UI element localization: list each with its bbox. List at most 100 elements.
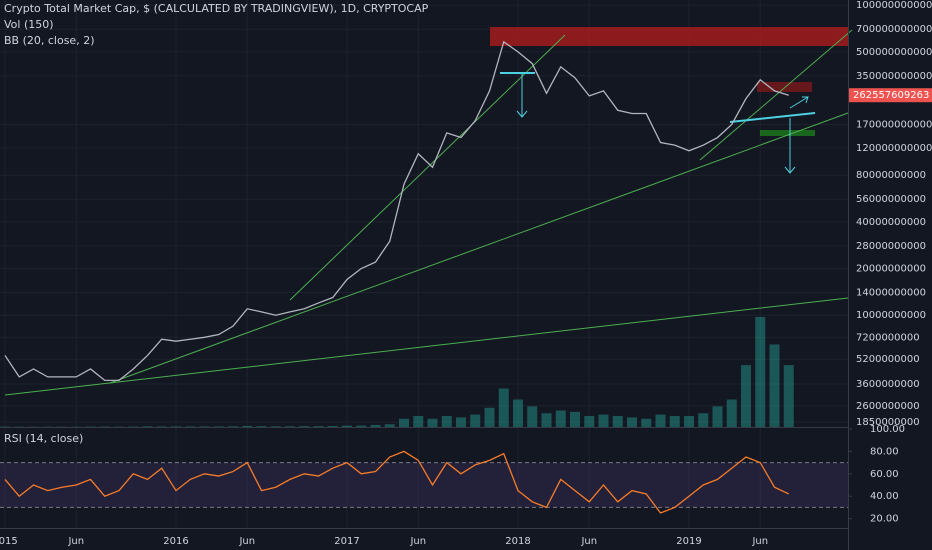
last-value-box bbox=[849, 88, 932, 103]
volume-bar bbox=[456, 417, 466, 427]
volume-bar bbox=[541, 413, 552, 427]
support-zone bbox=[760, 130, 815, 136]
resistance-zone bbox=[490, 27, 848, 46]
y-tick-label: 3600000000 bbox=[856, 379, 920, 390]
y-tick-label: 700000000000 bbox=[856, 24, 932, 35]
trendline bbox=[109, 112, 849, 384]
volume-bar bbox=[156, 426, 167, 427]
volume-bar bbox=[470, 414, 481, 427]
volume-bar bbox=[712, 406, 723, 427]
volume-bar bbox=[513, 399, 523, 427]
y-tick-label: 28000000000 bbox=[856, 241, 926, 252]
series-line bbox=[4, 40, 789, 381]
y-tick-label: 56000000000 bbox=[856, 194, 926, 205]
volume-bar bbox=[641, 418, 652, 427]
volume-bar bbox=[327, 426, 338, 427]
y-tick-label: 14000000000 bbox=[856, 288, 926, 299]
volume-bar bbox=[755, 317, 766, 427]
drawings bbox=[4, 27, 853, 396]
last-value-label: 262557609263 bbox=[853, 90, 929, 101]
volume-bar bbox=[527, 406, 538, 427]
trendline bbox=[289, 34, 566, 301]
arrow bbox=[784, 118, 796, 174]
volume-bar bbox=[484, 407, 495, 427]
volume-bar bbox=[570, 411, 580, 427]
volume-bar bbox=[285, 426, 295, 427]
y-tick-label: 2600000000 bbox=[856, 401, 920, 412]
volume-bar bbox=[655, 414, 666, 427]
volume-bar bbox=[555, 410, 566, 427]
volume-bar bbox=[228, 426, 238, 427]
volume-bar bbox=[698, 413, 709, 427]
y-tick-label: 170000000000 bbox=[856, 119, 932, 130]
y-tick-label: 60.00 bbox=[870, 469, 899, 480]
x-tick-label: Jun bbox=[409, 536, 426, 547]
y-tick-label: 80000000000 bbox=[856, 170, 926, 181]
volume-bar bbox=[199, 426, 210, 427]
volume-bar bbox=[299, 426, 310, 427]
volume-bar bbox=[627, 417, 637, 427]
trendline bbox=[699, 29, 853, 161]
series-line bbox=[4, 450, 790, 514]
y-tick-label: 1850000000 bbox=[856, 417, 920, 428]
trendline bbox=[4, 297, 849, 396]
volume-bar bbox=[370, 424, 381, 427]
volume-bar bbox=[726, 399, 737, 427]
neckline bbox=[729, 112, 816, 123]
volume-bar bbox=[769, 344, 780, 427]
volume-bar bbox=[171, 426, 181, 427]
y-tick-label: 10000000000 bbox=[856, 310, 926, 321]
marks bbox=[0, 40, 794, 514]
y-tick-label: 80.00 bbox=[870, 446, 899, 457]
x-tick-label: 2017 bbox=[334, 536, 359, 547]
y-tick-label: 500000000000 bbox=[856, 47, 932, 58]
volume-bar bbox=[213, 426, 224, 427]
volume-bar bbox=[342, 425, 352, 427]
volume-bar bbox=[384, 424, 395, 427]
y-tick-label: 40.00 bbox=[870, 491, 899, 502]
x-tick-label: 2015 bbox=[0, 536, 18, 547]
y-tick-label: 20.00 bbox=[870, 514, 899, 525]
arrow bbox=[789, 96, 809, 109]
volume-bar bbox=[741, 365, 751, 427]
volume-bar bbox=[399, 418, 409, 427]
x-tick-label: Jun bbox=[580, 536, 597, 547]
volume-bar bbox=[584, 416, 595, 427]
y-tick-label: 350000000000 bbox=[856, 71, 932, 82]
x-tick-label: Jun bbox=[238, 536, 255, 547]
x-tick-label: 2016 bbox=[163, 536, 188, 547]
volume-bar bbox=[413, 416, 424, 427]
target-zone bbox=[757, 82, 812, 92]
rsi-title: RSI (14, close) bbox=[4, 432, 83, 445]
volume-bar bbox=[242, 425, 253, 427]
arrow bbox=[516, 73, 528, 118]
y-tick-label: 40000000000 bbox=[856, 217, 926, 228]
volume-bar bbox=[313, 426, 324, 427]
volume-bar bbox=[783, 365, 794, 427]
volume-bar bbox=[684, 416, 694, 427]
x-tick-label: 2019 bbox=[676, 536, 701, 547]
x-tick-label: 2018 bbox=[505, 536, 530, 547]
y-tick-label: 1000000000000 bbox=[856, 0, 932, 11]
volume-bar bbox=[498, 388, 509, 427]
volume-bar bbox=[612, 416, 623, 427]
volume-bar bbox=[427, 418, 438, 427]
indicator-label: BB (20, close, 2) bbox=[4, 34, 95, 47]
volume-bar bbox=[185, 426, 196, 427]
chart-title: Crypto Total Market Cap, $ (CALCULATED B… bbox=[4, 2, 429, 15]
y-tick-label: 120000000000 bbox=[856, 143, 932, 154]
volume-bar bbox=[142, 426, 153, 427]
volume-label: Vol (150) bbox=[4, 18, 54, 31]
y-tick-label: 7200000000 bbox=[856, 332, 920, 343]
volume-bar bbox=[256, 426, 267, 427]
volume-bar bbox=[356, 425, 367, 427]
y-tick-label: 100.00 bbox=[870, 424, 905, 435]
y-tick-label: 20000000000 bbox=[856, 264, 926, 275]
y-tick-label: 5200000000 bbox=[856, 354, 920, 365]
x-tick-label: Jun bbox=[67, 536, 84, 547]
volume-bar bbox=[441, 416, 452, 427]
volume-bar bbox=[598, 414, 609, 427]
volume-bar bbox=[669, 416, 680, 427]
volume-bar bbox=[270, 426, 281, 427]
